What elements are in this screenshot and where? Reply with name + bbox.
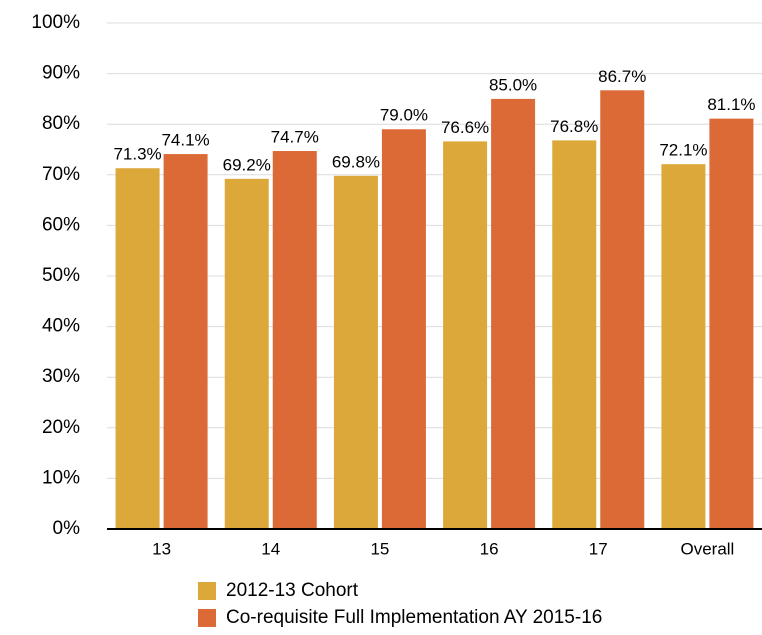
x-tick-label: 17: [589, 539, 608, 558]
value-label: 79.0%: [380, 106, 428, 125]
bar: [552, 140, 597, 529]
y-tick-label: 90%: [42, 63, 80, 84]
bar: [163, 154, 208, 529]
y-tick-label: 60%: [42, 214, 80, 235]
bar: [224, 178, 269, 529]
y-tick-label: 100%: [31, 12, 80, 33]
value-label: 71.3%: [113, 145, 161, 164]
value-label: 76.8%: [550, 117, 598, 136]
value-label: 85.0%: [489, 75, 537, 94]
x-tick-label: 16: [480, 539, 499, 558]
value-label: 69.2%: [223, 155, 271, 174]
y-tick-label: 50%: [42, 265, 80, 286]
x-tick-label: Overall: [680, 539, 734, 558]
legend-label: 2012-13 Cohort: [226, 580, 359, 601]
value-label: 81.1%: [707, 95, 755, 114]
legend-swatch: [198, 609, 216, 627]
legend-label: Co-requisite Full Implementation AY 2015…: [226, 607, 602, 628]
value-label: 74.7%: [271, 128, 319, 147]
y-tick-label: 0%: [53, 518, 81, 539]
y-tick-label: 10%: [42, 467, 80, 488]
bar: [381, 129, 426, 529]
x-tick-label: 13: [152, 539, 171, 558]
bar: [333, 175, 378, 529]
value-label: 69.8%: [332, 152, 380, 171]
value-label: 76.6%: [441, 118, 489, 137]
value-label: 86.7%: [598, 67, 646, 86]
bar: [272, 151, 317, 529]
bar: [115, 168, 160, 530]
y-tick-label: 20%: [42, 417, 80, 438]
value-label: 72.1%: [659, 141, 707, 160]
y-tick-label: 30%: [42, 366, 80, 387]
bar: [443, 141, 488, 530]
x-tick-label: 14: [261, 539, 280, 558]
bar: [709, 118, 754, 529]
legend-swatch: [198, 582, 216, 600]
value-label: 74.1%: [161, 131, 209, 150]
bar: [491, 98, 536, 530]
x-tick-label: 15: [370, 539, 389, 558]
y-tick-label: 80%: [42, 113, 80, 134]
y-tick-label: 40%: [42, 316, 80, 337]
bar: [600, 90, 645, 529]
y-tick-label: 70%: [42, 164, 80, 185]
bar: [661, 164, 706, 529]
